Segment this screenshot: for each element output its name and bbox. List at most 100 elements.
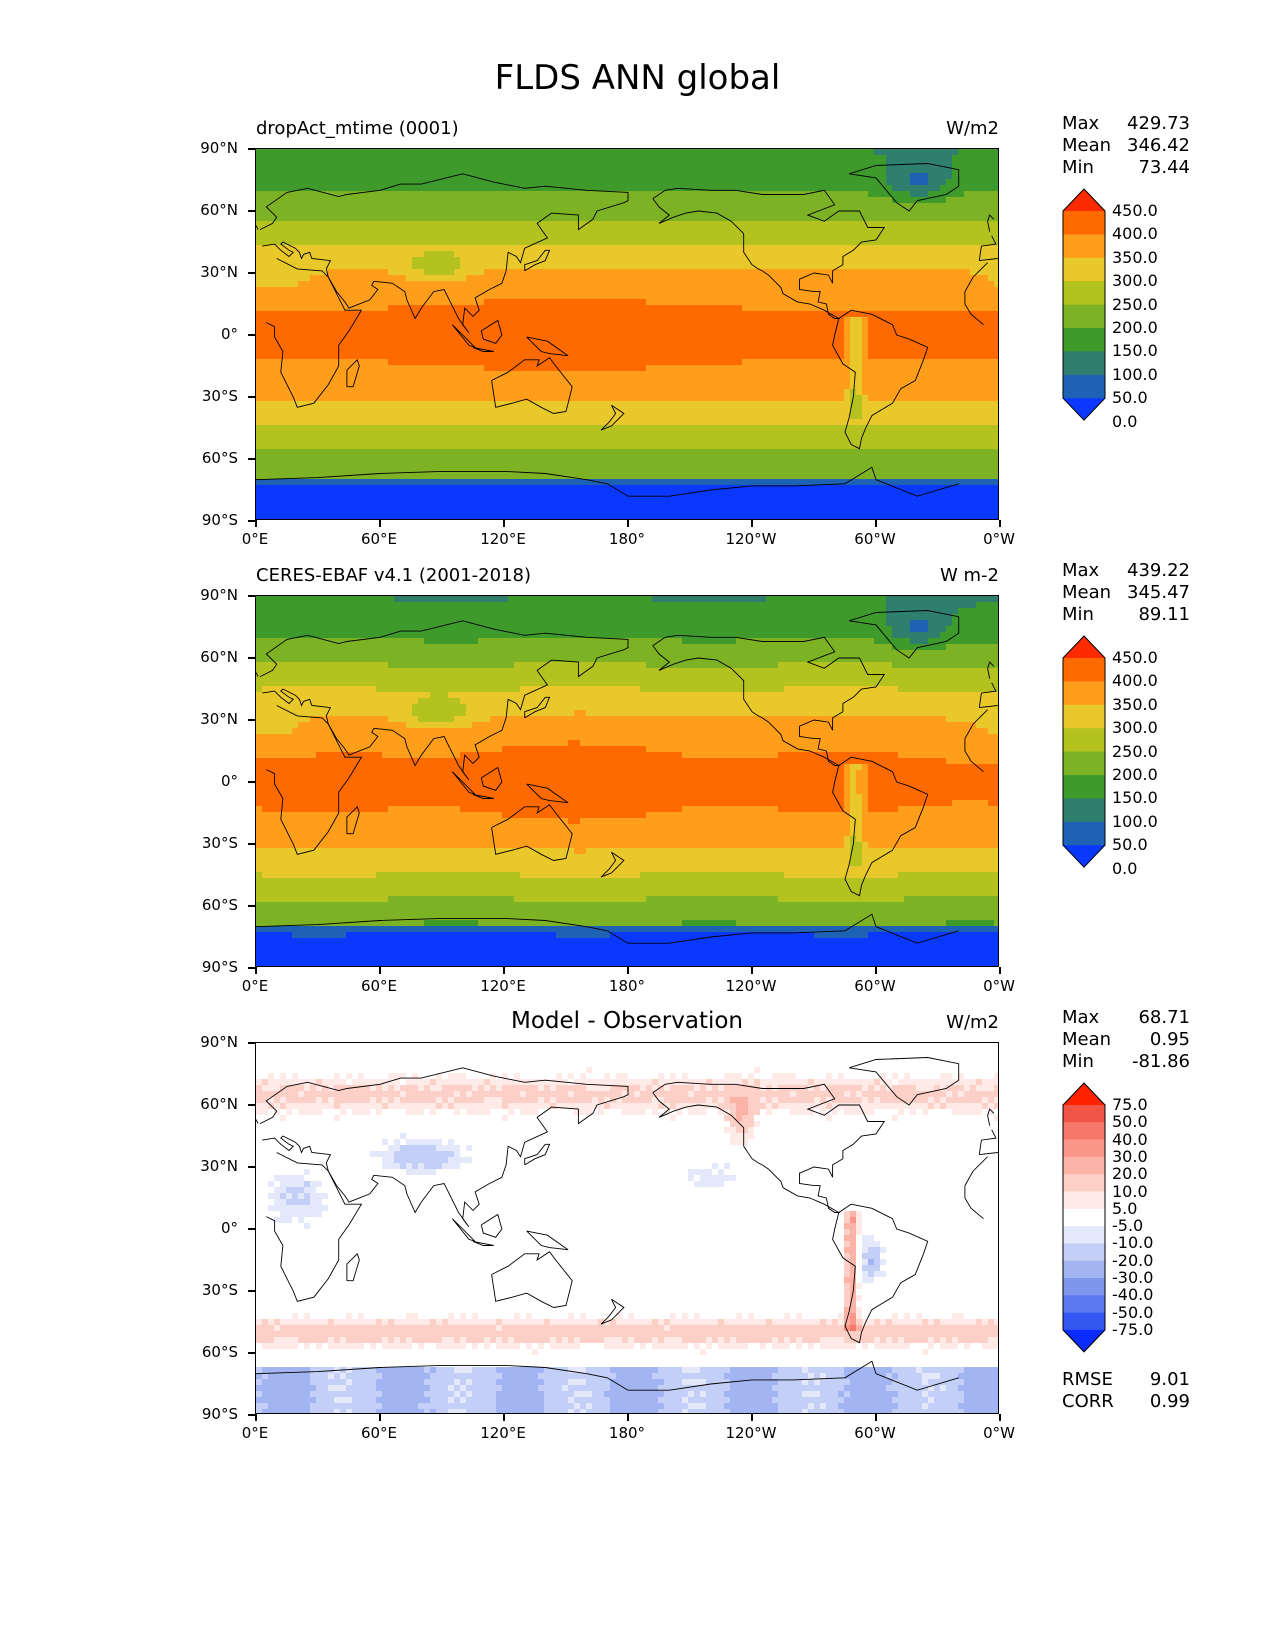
- field-cell: [880, 227, 887, 234]
- field-cell: [346, 251, 353, 258]
- field-cell: [670, 155, 677, 162]
- field-cell: [634, 263, 641, 270]
- field-cell: [580, 341, 587, 348]
- field-cell: [652, 323, 659, 330]
- field-cell: [532, 191, 539, 198]
- field-cell: [592, 185, 599, 192]
- field-cell: [526, 269, 533, 276]
- field-cell: [880, 245, 887, 252]
- field-cell: [304, 209, 311, 216]
- field-cell: [646, 371, 653, 378]
- field-cell: [754, 197, 761, 204]
- field-cell: [526, 245, 533, 252]
- field-cell: [556, 353, 563, 360]
- field-cell: [262, 221, 269, 228]
- field-cell: [778, 383, 785, 390]
- field-cell: [640, 353, 647, 360]
- field-cell: [748, 179, 755, 186]
- field-cell: [460, 203, 467, 210]
- field-cell: [496, 245, 503, 252]
- field-cell: [976, 155, 983, 162]
- field-cell: [466, 275, 473, 282]
- field-cell: [694, 353, 701, 360]
- field-cell: [898, 335, 905, 342]
- field-cell: [808, 365, 815, 372]
- field-cell: [430, 287, 437, 294]
- field-cell: [466, 245, 473, 252]
- field-cell: [928, 281, 935, 288]
- field-cell: [562, 353, 569, 360]
- field-cell: [340, 269, 347, 276]
- field-cell: [916, 377, 923, 384]
- field-cell: [484, 149, 491, 156]
- field-cell: [844, 257, 851, 264]
- field-cell: [418, 371, 425, 378]
- field-cell: [328, 251, 335, 258]
- field-cell: [802, 263, 809, 270]
- field-cell: [412, 341, 419, 348]
- field-cell: [652, 221, 659, 228]
- field-cell: [634, 149, 641, 156]
- field-cell: [304, 197, 311, 204]
- field-cell: [544, 167, 551, 174]
- field-cell: [256, 305, 263, 312]
- field-cell: [268, 323, 275, 330]
- field-cell: [958, 215, 965, 222]
- field-cell: [484, 299, 491, 306]
- field-cell: [682, 299, 689, 306]
- field-cell: [316, 203, 323, 210]
- field-cell: [538, 257, 545, 264]
- field-cell: [460, 191, 467, 198]
- field-cell: [844, 341, 851, 348]
- field-cell: [754, 221, 761, 228]
- field-cell: [262, 269, 269, 276]
- field-cell: [610, 197, 617, 204]
- field-cell: [268, 341, 275, 348]
- field-cell: [382, 365, 389, 372]
- field-cell: [508, 323, 515, 330]
- field-cell: [514, 269, 521, 276]
- field-cell: [430, 191, 437, 198]
- field-cell: [370, 191, 377, 198]
- field-cell: [466, 359, 473, 366]
- field-cell: [694, 317, 701, 324]
- field-cell: [280, 149, 287, 156]
- field-cell: [256, 299, 263, 306]
- field-cell: [394, 155, 401, 162]
- field-cell: [898, 149, 905, 156]
- field-cell: [400, 251, 407, 258]
- field-cell: [964, 341, 971, 348]
- field-cell: [826, 317, 833, 324]
- field-cell: [406, 281, 413, 288]
- field-cell: [400, 347, 407, 354]
- field-cell: [784, 263, 791, 270]
- field-cell: [946, 203, 953, 210]
- field-cell: [586, 329, 593, 336]
- field-cell: [904, 347, 911, 354]
- field-cell: [718, 167, 725, 174]
- field-cell: [430, 179, 437, 186]
- field-cell: [604, 377, 611, 384]
- field-cell: [508, 155, 515, 162]
- field-cell: [556, 305, 563, 312]
- field-cell: [820, 353, 827, 360]
- field-cell: [928, 197, 935, 204]
- field-cell: [946, 251, 953, 258]
- field-cell: [340, 263, 347, 270]
- field-cell: [550, 161, 557, 168]
- field-cell: [634, 215, 641, 222]
- field-cell: [262, 383, 269, 390]
- field-cell: [334, 209, 341, 216]
- field-cell: [688, 377, 695, 384]
- field-cell: [460, 179, 467, 186]
- field-cell: [592, 227, 599, 234]
- field-cell: [412, 269, 419, 276]
- field-cell: [442, 365, 449, 372]
- field-cell: [958, 383, 965, 390]
- field-cell: [460, 257, 467, 264]
- field-cell: [928, 209, 935, 216]
- field-cell: [754, 347, 761, 354]
- field-cell: [748, 305, 755, 312]
- field-cell: [508, 317, 515, 324]
- field-cell: [598, 161, 605, 168]
